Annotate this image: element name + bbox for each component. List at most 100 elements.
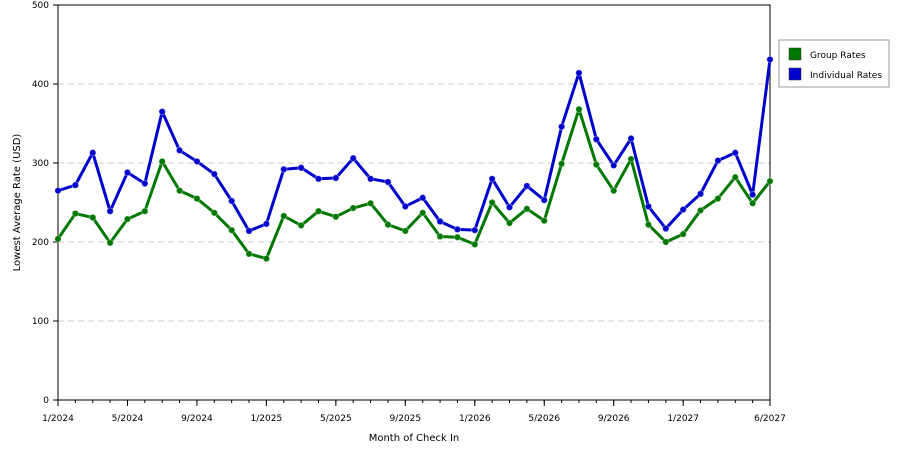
axes [57,4,771,401]
data-point-individual-rates [575,69,583,77]
y-tick-label-500: 500 [32,1,49,11]
data-point-individual-rates [106,207,114,215]
data-point-group-rates [644,220,653,229]
y-tick-label-100: 100 [32,317,49,327]
data-point-group-rates [332,213,340,221]
data-point-individual-rates [748,190,757,199]
data-point-group-rates [245,250,253,258]
data-point-group-rates [557,160,566,168]
data-point-group-rates [297,221,305,230]
x-axis-ticks: 1/2024 5/2024 9/2024 1/2025 5/2025 9/2025 1/20… [42,400,786,424]
data-point-individual-rates [401,202,410,211]
data-point-group-rates [453,233,462,241]
data-point-individual-rates [627,134,635,143]
x-tick-label: 9/2024 [181,414,213,424]
data-point-individual-rates [418,194,427,202]
data-point-individual-rates [193,157,201,166]
data-point-individual-rates [662,224,670,233]
data-point-individual-rates [610,161,618,170]
data-point-group-rates [175,186,184,195]
data-point-group-rates [54,235,62,243]
x-axis-title: Month of Check In [369,433,460,444]
legend-label-individual-rates: Individual Rates [810,71,882,81]
legend-swatch-individual-rates [788,67,802,81]
x-tick-label: 9/2026 [598,414,630,424]
plot-area-frame [57,4,771,401]
y-tick-label-0: 0 [43,396,49,406]
legend: Group Rates Individual Rates [778,39,890,88]
data-point-group-rates [401,227,410,235]
data-point-individual-rates [714,156,722,165]
series-lines [54,55,774,263]
data-point-group-rates [662,238,670,246]
data-point-group-rates [158,157,166,166]
data-point-individual-rates [557,122,566,131]
data-point-group-rates [227,226,236,234]
data-point-group-rates [696,206,705,215]
x-tick-label: 1/2026 [459,414,491,424]
x-tick-label: 9/2025 [389,414,421,424]
data-point-individual-rates [384,178,392,186]
data-point-individual-rates [210,170,218,178]
y-axis-ticks: 0 100 200 300 400 500 [32,1,58,406]
data-point-individual-rates [766,55,774,64]
x-tick-label: 5/2026 [528,414,560,424]
data-point-individual-rates [123,168,132,177]
data-point-group-rates [314,207,323,215]
data-point-individual-rates [54,186,62,195]
data-point-group-rates [89,213,97,222]
y-tick-label-400: 400 [32,80,49,90]
data-point-group-rates [505,219,514,227]
data-point-group-rates [748,199,757,207]
data-point-individual-rates [505,203,514,211]
x-tick-label: 1/2025 [251,414,283,424]
data-point-individual-rates [366,175,375,183]
y-tick-label-200: 200 [32,238,49,248]
x-tick-label: 6/2027 [754,414,786,424]
series-line-individual-rates [57,59,772,233]
data-point-group-rates [193,194,201,203]
data-point-individual-rates [523,182,531,190]
data-point-group-rates [123,215,132,223]
x-tick-label: 5/2025 [320,414,352,424]
grid-lines [58,83,770,322]
data-point-group-rates [523,205,531,213]
data-point-group-rates [418,209,427,217]
data-point-individual-rates [280,165,288,174]
data-point-individual-rates [471,226,479,234]
series-individual-rates [54,55,774,235]
y-axis-title: Lowest Average Rate (USD) [12,134,23,272]
data-point-individual-rates [731,149,739,157]
data-point-group-rates [280,212,288,220]
data-point-individual-rates [592,135,601,144]
data-point-group-rates [141,207,149,215]
data-point-group-rates [106,239,114,247]
data-point-group-rates [488,198,496,207]
data-point-individual-rates [89,149,97,157]
series-group-rates [54,105,774,263]
data-point-group-rates [366,199,375,207]
data-point-individual-rates [297,164,305,172]
data-point-group-rates [627,155,635,163]
data-point-individual-rates [158,107,166,116]
data-point-individual-rates [679,205,687,214]
data-point-group-rates [766,177,774,185]
data-point-individual-rates [453,225,462,234]
data-point-group-rates [731,173,739,181]
data-point-individual-rates [644,202,653,211]
data-point-group-rates [71,209,80,218]
data-point-individual-rates [349,154,357,162]
legend-label-group-rates: Group Rates [810,51,866,61]
data-point-individual-rates [332,174,340,182]
x-tick-label: 1/2024 [42,414,74,424]
data-point-individual-rates [245,227,253,235]
data-point-group-rates [262,254,271,263]
data-point-individual-rates [540,196,548,204]
legend-swatch-group-rates [788,47,802,61]
data-point-individual-rates [436,217,444,226]
data-point-individual-rates [71,181,80,189]
data-point-group-rates [540,216,548,225]
data-point-individual-rates [262,220,271,228]
data-point-group-rates [349,204,357,212]
